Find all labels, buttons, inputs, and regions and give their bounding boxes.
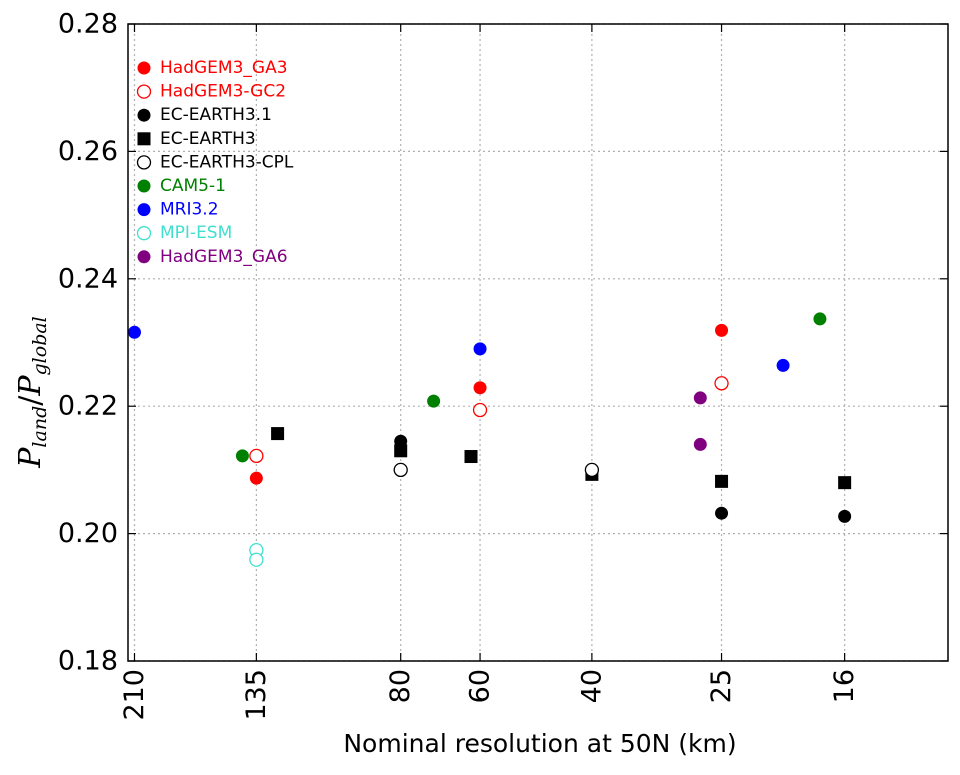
data-point: [584, 462, 600, 478]
legend-marker: [136, 84, 152, 99]
x-tick-label: 25: [706, 669, 737, 703]
ylabel-base-left: P: [13, 447, 48, 469]
data-point: [838, 476, 852, 490]
y-axis-label: Pland/Pglobal: [13, 316, 51, 469]
ylabel-base-right: P: [13, 375, 48, 397]
x-tick-label: 80: [385, 669, 416, 703]
data-point: [394, 444, 408, 458]
data-point: [715, 506, 729, 520]
legend-label: EC-EARTH3: [160, 129, 256, 149]
legend-marker: [137, 108, 151, 122]
ylabel-sub-left: land: [29, 406, 51, 448]
data-point: [693, 391, 707, 405]
y-tick-label: 0.20: [58, 518, 118, 549]
data-point: [838, 509, 852, 523]
data-point: [427, 394, 441, 408]
data-point: [249, 471, 263, 485]
legend-label: MRI3.2: [160, 200, 219, 220]
data-point: [715, 474, 729, 488]
data-point: [715, 323, 729, 337]
y-tick-label: 0.24: [58, 263, 118, 294]
legend: HadGEM3_GA3 HadGEM3-GC2 EC-EARTH3.1 EC-EART…: [136, 58, 294, 267]
x-tick-label: 16: [829, 669, 860, 703]
svg-text:Pland/Pglobal: Pland/Pglobal: [13, 316, 51, 469]
x-tick-label: 40: [576, 669, 607, 703]
data-point: [464, 450, 478, 464]
legend-label: EC-EARTH3.1: [160, 105, 272, 125]
ylabel-separator: /: [13, 395, 48, 406]
y-tick-label: 0.28: [58, 9, 118, 40]
data-point: [472, 402, 488, 418]
data-point: [393, 462, 408, 478]
legend-marker: [137, 132, 151, 146]
plot-frame: [127, 23, 949, 662]
legend-label: MPI-ESM: [160, 223, 232, 243]
x-axis-label: Nominal resolution at 50N (km): [343, 729, 736, 758]
data-point: [249, 448, 264, 464]
data-point: [249, 552, 264, 567]
legend-marker: [137, 61, 151, 75]
legend-marker: [136, 155, 152, 170]
data-point: [271, 427, 285, 441]
x-tick-labels: 210 135 80 60 40 25 16: [119, 669, 860, 721]
legend-marker: [137, 203, 151, 217]
legend-label: HadGEM3_GA6: [160, 247, 288, 267]
legend-marker: [137, 179, 151, 193]
data-point: [235, 449, 249, 463]
y-tick-labels: 0.18 0.20 0.22 0.24 0.26 0.28: [58, 9, 118, 677]
y-tick-label: 0.18: [58, 646, 118, 677]
data-point: [127, 325, 141, 339]
x-tick-label: 210: [119, 669, 150, 721]
legend-label: HadGEM3_GA3: [160, 58, 288, 78]
data-points: [127, 312, 852, 567]
legend-marker: [136, 226, 152, 241]
x-tick-label: 60: [465, 669, 496, 703]
legend-label: HadGEM3-GC2: [160, 82, 286, 102]
data-point: [714, 376, 729, 391]
data-point: [776, 358, 790, 372]
data-point: [473, 342, 487, 356]
data-point: [693, 437, 707, 451]
y-tick-label: 0.26: [58, 136, 118, 167]
data-point: [473, 381, 487, 395]
data-point: [813, 312, 827, 326]
x-tick-label: 135: [241, 669, 272, 721]
y-tick-label: 0.22: [58, 391, 118, 422]
legend-marker: [137, 250, 151, 264]
legend-label: CAM5-1: [160, 176, 226, 196]
ylabel-sub-right: global: [29, 316, 51, 375]
legend-label: EC-EARTH3-CPL: [160, 152, 294, 172]
